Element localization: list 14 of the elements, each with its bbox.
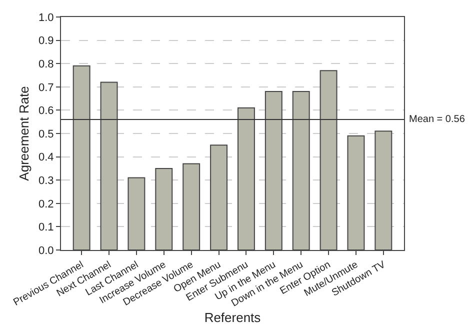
ref-line-label: Mean = 0.56	[409, 114, 466, 125]
y-tick-label: 0.9	[38, 35, 54, 48]
y-tick-label: 0.7	[38, 82, 54, 94]
y-tick-label: 0.0	[38, 244, 54, 257]
y-tick-label: 1.0	[38, 12, 54, 24]
y-tick-label: 0.8	[38, 58, 54, 70]
y-axis-title: Agreement Rate	[16, 86, 32, 181]
y-tick-label: 0.4	[38, 152, 54, 164]
y-tick-label: 0.2	[38, 198, 54, 210]
y-tick-label: 0.6	[38, 105, 54, 118]
x-axis-title: Referents	[204, 310, 262, 325]
y-tick-label: 0.3	[38, 174, 54, 187]
y-tick-label: 0.5	[38, 128, 54, 140]
y-tick-label: 0.1	[38, 222, 54, 234]
